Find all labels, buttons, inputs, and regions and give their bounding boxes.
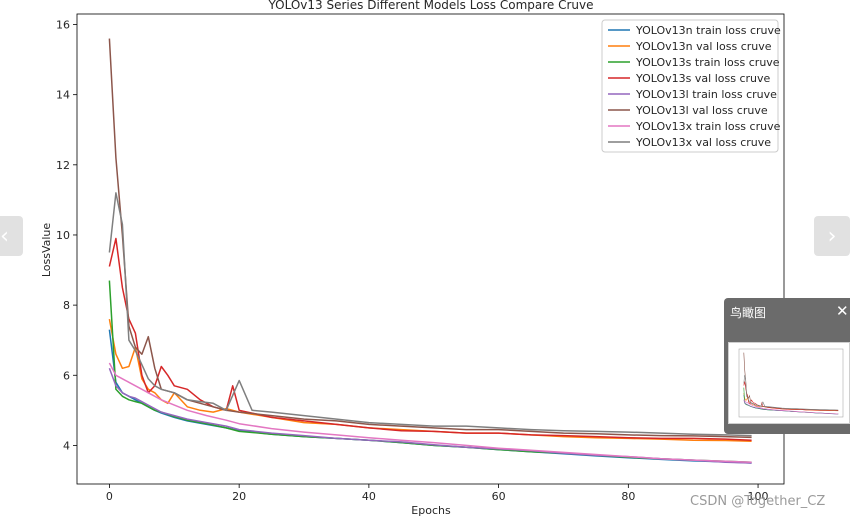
y-tick-label: 6 bbox=[63, 369, 70, 382]
x-tick-label: 80 bbox=[621, 490, 635, 503]
thumb-series-line-7 bbox=[743, 374, 839, 411]
close-icon[interactable]: ✕ bbox=[836, 302, 849, 320]
next-image-button[interactable]: › bbox=[814, 216, 850, 256]
plot-frame bbox=[76, 13, 785, 485]
legend-label: YOLOv13x train loss cruve bbox=[635, 120, 781, 133]
series-lines bbox=[108, 38, 752, 464]
series-line-6 bbox=[108, 362, 752, 464]
y-tick-label: 4 bbox=[63, 439, 70, 452]
legend: YOLOv13n train loss cruve YOLOv13n val lo… bbox=[601, 19, 781, 153]
x-tick-label: 40 bbox=[362, 490, 376, 503]
series-line-1 bbox=[108, 318, 752, 442]
x-tick-label: 60 bbox=[492, 490, 506, 503]
birdseye-thumbnail[interactable] bbox=[728, 342, 850, 424]
x-tick-label: 20 bbox=[232, 490, 246, 503]
y-tick-label: 10 bbox=[56, 229, 70, 242]
series-line-7 bbox=[108, 192, 752, 437]
x-axis: 0 20 40 60 80 100 bbox=[106, 484, 769, 503]
legend-label: YOLOv13l train loss cruve bbox=[635, 88, 777, 101]
y-tick-label: 16 bbox=[56, 19, 70, 32]
legend-label: YOLOv13n train loss cruve bbox=[635, 24, 781, 37]
y-axis-label: LossValue bbox=[40, 223, 53, 278]
x-axis-label: Epochs bbox=[411, 504, 451, 517]
thumbnail-chart bbox=[738, 348, 844, 418]
legend-label: YOLOv13l val loss cruve bbox=[635, 104, 768, 117]
series-line-3 bbox=[108, 237, 752, 441]
x-tick-label: 0 bbox=[106, 490, 113, 503]
watermark: CSDN @Together_CZ bbox=[690, 494, 826, 509]
series-line-5 bbox=[108, 38, 752, 439]
birdseye-panel: 鸟瞰图 ✕ bbox=[724, 298, 850, 434]
legend-box bbox=[601, 19, 779, 153]
legend-label: YOLOv13s val loss cruve bbox=[635, 72, 771, 85]
legend-label: YOLOv13s train loss cruve bbox=[635, 56, 780, 69]
y-tick-label: 14 bbox=[56, 89, 70, 102]
previous-image-button[interactable]: ‹ bbox=[0, 216, 23, 256]
legend-label: YOLOv13x val loss cruve bbox=[635, 136, 771, 149]
birdseye-title: 鸟瞰图 bbox=[730, 306, 767, 320]
chart-title: YOLOv13 Series Different Models Loss Com… bbox=[267, 0, 593, 12]
thumb-series-line-5 bbox=[743, 352, 839, 411]
y-tick-label: 12 bbox=[56, 159, 70, 172]
y-tick-label: 8 bbox=[63, 299, 70, 312]
thumb-series-line-6 bbox=[743, 399, 839, 415]
thumb-frame bbox=[738, 348, 844, 418]
legend-label: YOLOv13n val loss cruve bbox=[635, 40, 772, 53]
x-tick-label: 100 bbox=[748, 490, 769, 503]
y-axis: 4 6 8 10 12 14 16 bbox=[56, 19, 77, 452]
